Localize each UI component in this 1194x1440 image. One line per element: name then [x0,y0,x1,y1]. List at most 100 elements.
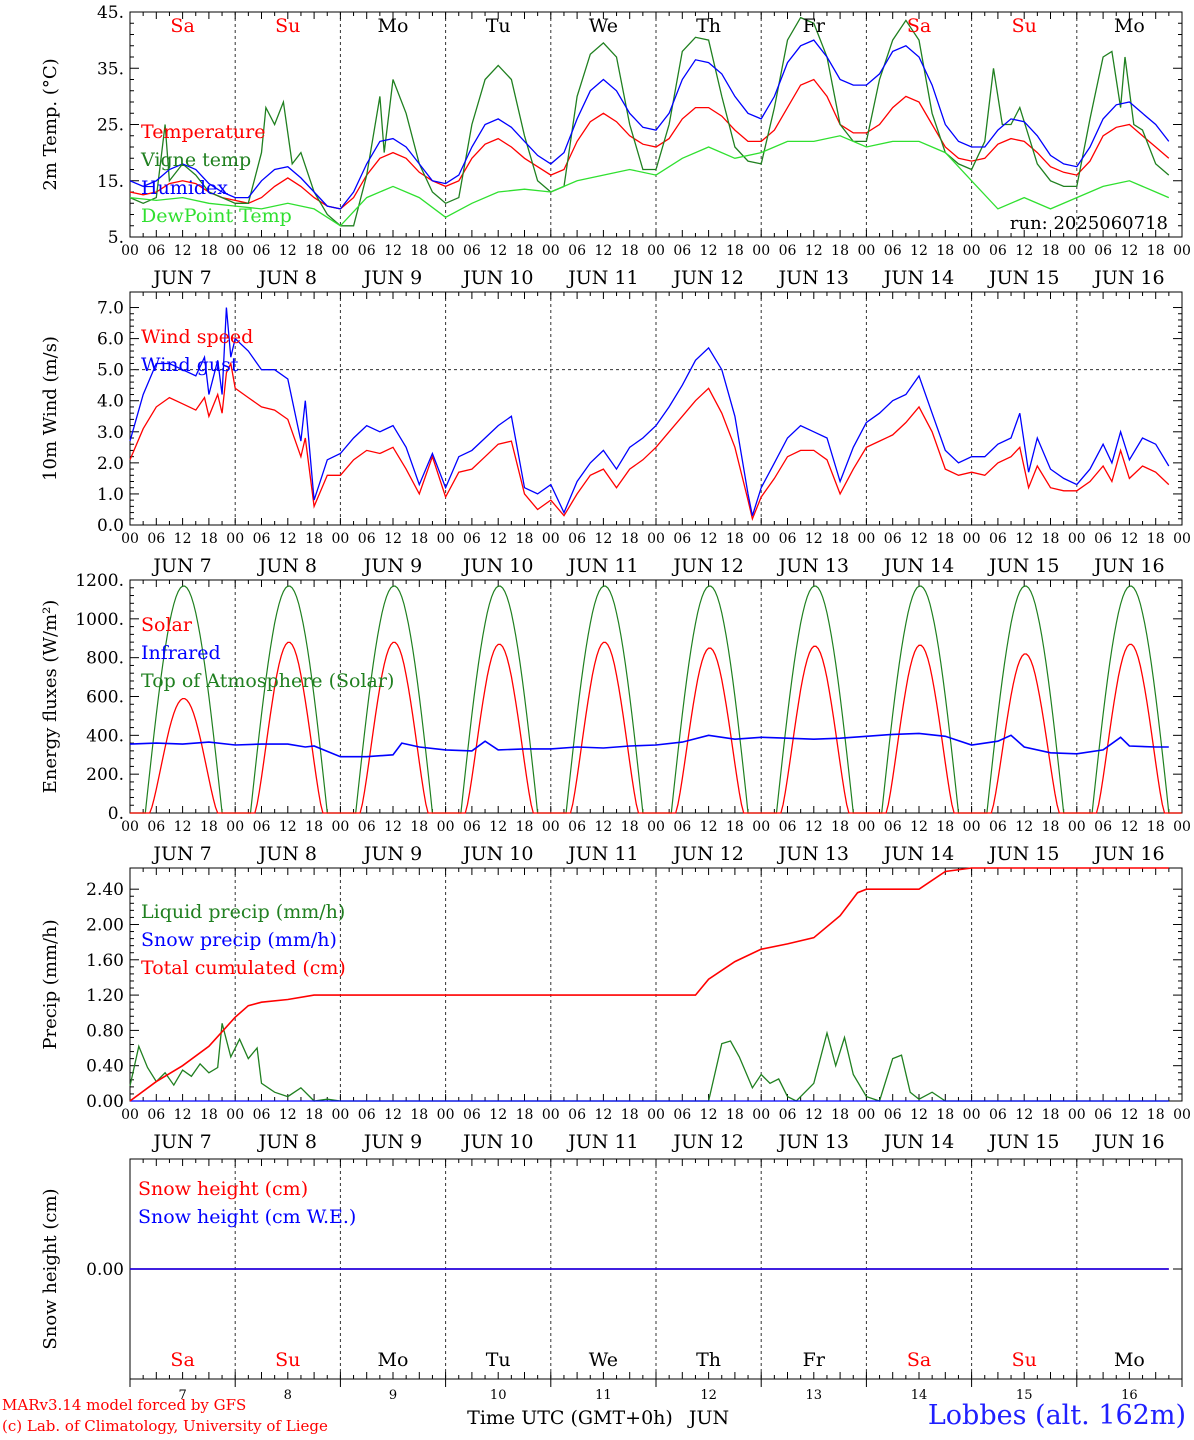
date-label: JUN 15 [987,267,1059,289]
hour-label: 00 [437,1107,455,1123]
series-line-2 [129,307,1170,516]
hour-label: 00 [121,819,139,835]
hour-label: 18 [1147,531,1165,547]
date-label: JUN 15 [987,843,1059,865]
lab-credit: (c) Lab. of Climatology, University of L… [2,1417,328,1435]
hour-label: 18 [410,819,428,835]
date-label: JUN 8 [257,843,317,865]
hour-label: 12 [700,531,718,547]
weekday-label: Su [275,1349,300,1371]
date-label: JUN 7 [151,555,211,577]
hour-label: 12 [384,243,402,259]
hour-label: 06 [884,243,902,259]
hour-label: 12 [700,819,718,835]
series-line-3 [129,39,1170,210]
weekday-label: Sa [907,1349,931,1371]
station-name: Lobbes (alt. 162m) [927,1400,1186,1431]
hour-label: 18 [1042,819,1060,835]
hour-label: 00 [226,1107,244,1123]
hour-label: 18 [831,1107,849,1123]
hour-label: 12 [174,1107,192,1123]
hour-label: 00 [1068,1107,1086,1123]
legend-entry: Snow precip (mm/h) [141,929,337,951]
hour-label: 06 [568,1107,586,1123]
weekday-label: Mo [378,15,409,37]
date-label: JUN 9 [362,267,422,289]
weekday-label: Mo [1114,1349,1145,1371]
hour-label: 06 [1094,1107,1112,1123]
hour-label: 12 [805,531,823,547]
hour-label: 00 [647,1107,665,1123]
hour-label: 06 [568,243,586,259]
hour-label: 06 [358,531,376,547]
date-label: JUN 14 [882,555,954,577]
hour-label: 00 [1068,819,1086,835]
hour-label: 06 [358,243,376,259]
hour-label: 18 [621,243,639,259]
series-line-1 [129,1023,1169,1102]
hour-label: 06 [147,1107,165,1123]
date-label: JUN 11 [566,555,638,577]
date-label: JUN 7 [151,843,211,865]
hour-label: 12 [1015,819,1033,835]
y-tick-label: 0.0 [97,516,124,536]
hour-label: 18 [305,531,323,547]
panel-4 [129,867,1183,1102]
hour-label: 06 [253,531,271,547]
hour-label: 12 [174,531,192,547]
panel-1 [129,11,1183,238]
legend-entry: Top of Atmosphere (Solar) [141,670,394,692]
hour-label: 18 [516,819,534,835]
y-tick-label: 15. [97,172,124,192]
y-tick-label: 1200. [75,571,124,591]
y-tick-label: 800. [86,649,124,669]
weekday-label: Sa [170,15,194,37]
date-label: JUN 13 [777,1131,849,1153]
hour-label: 06 [673,243,691,259]
hour-label: 06 [463,819,481,835]
hour-label: 00 [963,531,981,547]
hour-label: 00 [752,531,770,547]
hour-label: 00 [331,819,349,835]
hour-label: 00 [542,243,560,259]
hour-label: 18 [516,531,534,547]
hour-label: 12 [174,819,192,835]
y-tick-label: 2.40 [86,880,124,900]
hour-label: 00 [857,819,875,835]
hour-label: 18 [1147,819,1165,835]
panel-5 [129,1158,1183,1387]
hour-label: 00 [437,243,455,259]
hour-label: 18 [1147,243,1165,259]
hour-label: 18 [516,1107,534,1123]
hour-label: 12 [384,1107,402,1123]
hour-label: 18 [726,819,744,835]
hour-label: 06 [673,531,691,547]
hour-label: 06 [779,531,797,547]
hour-label: 00 [752,1107,770,1123]
weekday-label: Mo [1114,15,1145,37]
hour-label: 18 [726,531,744,547]
y-tick-label: 2.0 [97,454,124,474]
y-tick-label: 1.60 [86,951,124,971]
hour-label: 00 [542,819,560,835]
hour-label: 12 [700,1107,718,1123]
date-label: JUN 7 [151,1131,211,1153]
date-label: JUN 12 [671,555,743,577]
hour-label: 00 [121,1107,139,1123]
date-label: JUN 13 [777,555,849,577]
hour-label: 00 [857,531,875,547]
hour-label: 06 [463,531,481,547]
hour-label: 18 [200,531,218,547]
day-number: 14 [911,1388,928,1403]
hour-label: 00 [331,531,349,547]
hour-label: 00 [542,1107,560,1123]
weekday-label: Tu [486,15,511,37]
hour-label: 00 [226,819,244,835]
day-number: 12 [700,1388,717,1403]
hour-label: 06 [253,243,271,259]
hour-label: 12 [279,819,297,835]
hour-label: 12 [384,819,402,835]
hour-label: 12 [489,243,507,259]
hour-label: 12 [910,243,928,259]
